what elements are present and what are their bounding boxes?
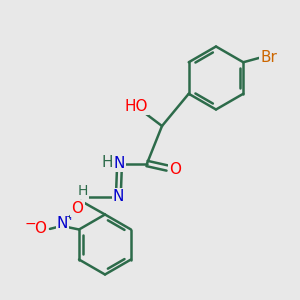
- Text: +: +: [65, 212, 75, 222]
- Text: O: O: [34, 221, 46, 236]
- Text: Br: Br: [260, 50, 277, 64]
- Text: N: N: [57, 216, 68, 231]
- Text: −: −: [24, 217, 36, 230]
- Text: HO: HO: [125, 99, 148, 114]
- Text: H: H: [77, 184, 88, 198]
- Text: N: N: [113, 189, 124, 204]
- Text: O: O: [169, 162, 181, 177]
- Text: O: O: [71, 201, 83, 216]
- Text: H: H: [102, 155, 113, 170]
- Text: N: N: [114, 156, 125, 171]
